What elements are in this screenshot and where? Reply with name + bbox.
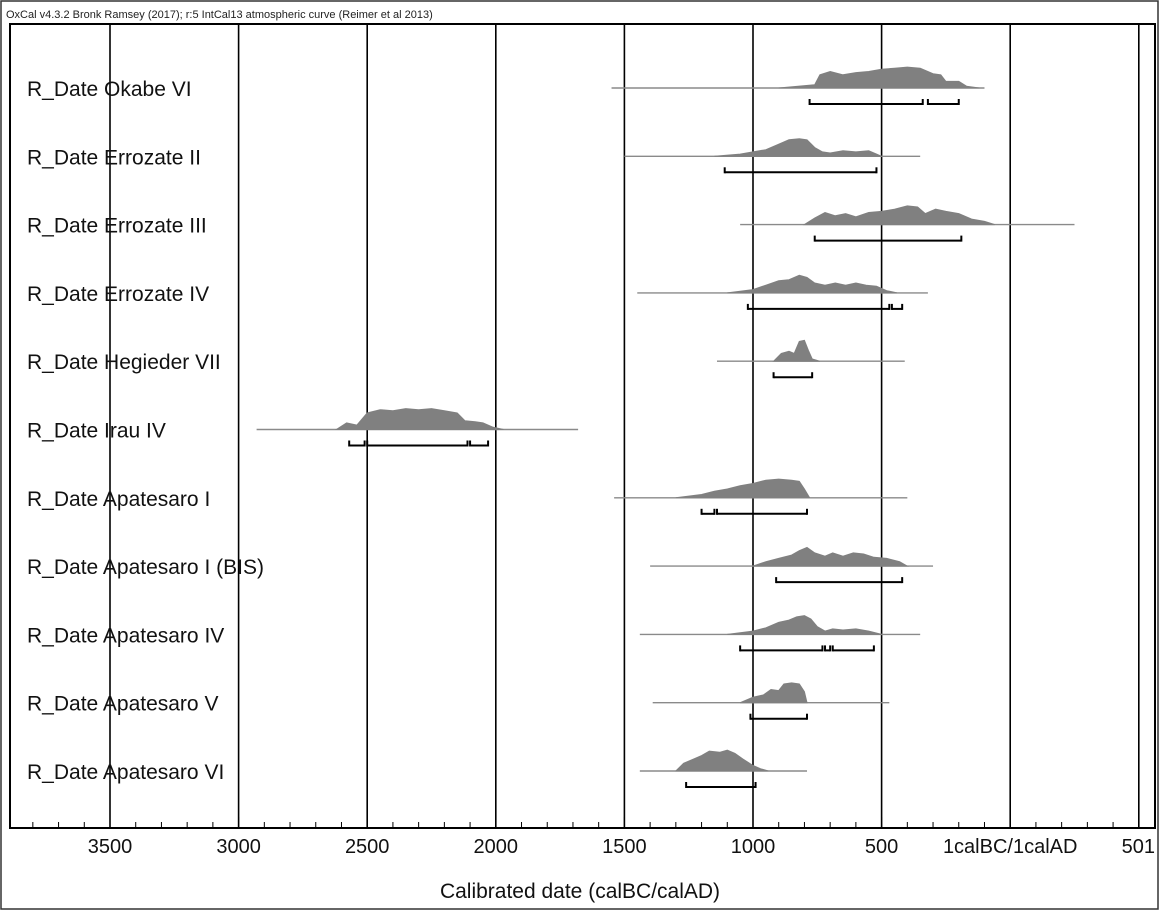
range-bracket xyxy=(700,508,716,515)
series-row: R_Date Irau IV xyxy=(27,408,579,447)
x-tick-label: 500 xyxy=(865,836,898,858)
x-tick-label: 1500 xyxy=(602,836,647,858)
x-tick-label: 501 xyxy=(1122,836,1155,858)
plot-frame xyxy=(9,23,1156,829)
series-row: R_Date Errozate IV xyxy=(27,274,928,310)
probability-distribution xyxy=(778,66,980,89)
range-bracket xyxy=(890,303,904,310)
range-bracket xyxy=(808,99,924,105)
series-label: R_Date Errozate II xyxy=(27,146,201,169)
probability-distribution xyxy=(772,339,821,362)
range-bracket xyxy=(739,645,824,652)
range-bracket xyxy=(749,713,809,720)
probability-distribution xyxy=(675,478,811,499)
series-label: R_Date Okabe VI xyxy=(27,78,192,101)
series-row: R_Date Apatesaro VI xyxy=(27,749,808,788)
x-tick-label: 1calBC/1calAD xyxy=(943,836,1078,858)
series-row: R_Date Okabe VI xyxy=(27,66,985,105)
x-tick-label: 1000 xyxy=(731,836,776,858)
chart-header: OxCal v4.3.2 Bronk Ramsey (2017); r:5 In… xyxy=(6,9,433,21)
x-tick-label: 3500 xyxy=(88,836,133,858)
probability-distribution xyxy=(727,274,898,294)
probability-distribution xyxy=(752,546,910,567)
x-axis-title: Calibrated date (calBC/calAD) xyxy=(440,880,720,903)
x-tick-label: 3000 xyxy=(216,836,261,858)
series-label: R_Date Apatesaro I xyxy=(27,488,210,511)
range-bracket xyxy=(348,440,366,447)
series-row: R_Date Apatesaro I xyxy=(27,478,908,515)
probability-distribution xyxy=(674,749,769,772)
series-row: R_Date Apatesaro V xyxy=(27,682,890,720)
range-bracket xyxy=(926,99,960,105)
series-label: R_Date Apatesaro I (BIS) xyxy=(27,556,264,579)
series-label: R_Date Errozate IV xyxy=(27,283,209,306)
x-axis: 3500 3000 2500 2000 1500 1000 500 1calBC/1calAD… xyxy=(32,817,1155,858)
range-bracket xyxy=(831,645,875,652)
probability-distribution xyxy=(739,682,808,704)
range-bracket xyxy=(746,303,891,310)
series-label: R_Date Apatesaro IV xyxy=(27,624,224,647)
x-tick-label: 2000 xyxy=(474,836,519,858)
x-tick-label: 2500 xyxy=(345,836,390,858)
series-row: R_Date Errozate II xyxy=(27,138,921,174)
series-row: R_Date Hegieder VII xyxy=(27,339,905,379)
series-label: R_Date Apatesaro V xyxy=(27,693,218,716)
range-bracket xyxy=(772,372,814,379)
series-row: R_Date Errozate III xyxy=(27,205,1075,242)
range-bracket xyxy=(824,645,832,652)
probability-distribution xyxy=(714,138,882,157)
range-bracket xyxy=(469,440,490,447)
series-label: R_Date Hegieder VII xyxy=(27,351,221,374)
range-bracket xyxy=(366,440,469,447)
series-label: R_Date Irau IV xyxy=(27,420,166,443)
range-bracket xyxy=(685,782,757,788)
series-row: R_Date Apatesaro IV xyxy=(27,615,921,652)
range-bracket xyxy=(715,508,809,515)
range-bracket xyxy=(775,577,904,584)
series-label: R_Date Apatesaro VI xyxy=(27,761,224,784)
series-label: R_Date Errozate III xyxy=(27,215,207,238)
gridlines xyxy=(109,25,1140,827)
probability-distribution xyxy=(334,408,504,430)
probability-distribution xyxy=(802,205,995,226)
range-bracket xyxy=(813,235,963,242)
probability-distribution xyxy=(727,615,882,635)
series-row: R_Date Apatesaro I (BIS) xyxy=(27,546,934,584)
range-bracket xyxy=(723,167,878,174)
series-group: R_Date Okabe VI R_Date Errozate II R_Date … xyxy=(27,66,1075,788)
